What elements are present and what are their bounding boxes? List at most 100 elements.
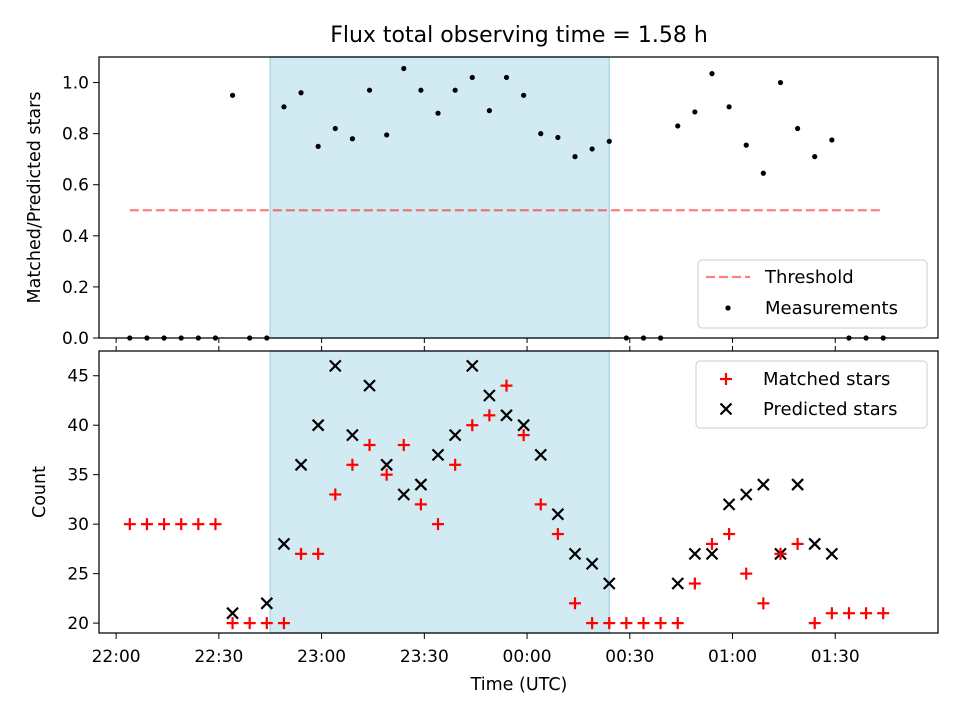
count-x-tick-label: 01:00 bbox=[708, 647, 757, 667]
measurement-point bbox=[229, 92, 236, 98]
measurement-point bbox=[777, 79, 784, 86]
measurement-point bbox=[315, 143, 321, 150]
measurement-point bbox=[675, 123, 681, 129]
matched-star-point bbox=[551, 528, 564, 541]
matched-star-point bbox=[671, 617, 684, 630]
ratio-y-tick-label: 0.0 bbox=[62, 329, 89, 349]
predicted-star-point bbox=[517, 418, 530, 432]
matched-star-point bbox=[414, 498, 427, 511]
predicted-star-point bbox=[448, 428, 462, 442]
count-x-tick-label: 22:30 bbox=[194, 647, 243, 667]
ratio-legend-box bbox=[697, 259, 928, 329]
predicted-star-point bbox=[568, 547, 582, 561]
count-y-tick-label: 25 bbox=[67, 565, 89, 585]
predicted-star-point bbox=[739, 488, 753, 501]
count-x-tick-label: 00:00 bbox=[503, 647, 552, 667]
measurement-point bbox=[812, 154, 818, 160]
x-axis-label: Time (UTC) bbox=[470, 675, 568, 695]
measurement-point bbox=[521, 92, 527, 98]
measurement-point bbox=[332, 125, 338, 132]
count-y-tick-label: 20 bbox=[67, 614, 89, 634]
matched-star-point bbox=[825, 607, 838, 620]
measurement-point bbox=[384, 132, 390, 138]
measurement-point bbox=[349, 136, 356, 142]
matched-star-point bbox=[603, 617, 616, 630]
measurement-point bbox=[589, 146, 595, 152]
legend-predicted-marker bbox=[719, 402, 733, 416]
measurement-point bbox=[726, 104, 732, 110]
ratio-y-tick-label: 0.2 bbox=[62, 278, 89, 298]
matched-star-point bbox=[380, 468, 393, 481]
count-y-tick-label: 30 bbox=[67, 515, 89, 535]
legend-predicted-swatch bbox=[719, 402, 733, 416]
matched-star-point bbox=[586, 617, 599, 630]
predicted-star-point bbox=[551, 507, 565, 521]
measurement-point bbox=[572, 154, 578, 160]
count-x-tick-label: 01:30 bbox=[811, 647, 860, 667]
count-observing-window bbox=[269, 350, 610, 634]
predicted-star-point bbox=[705, 547, 719, 561]
measurement-point bbox=[538, 131, 544, 137]
predicted-star-point bbox=[825, 547, 839, 561]
matched-star-point bbox=[774, 547, 787, 560]
predicted-star-point bbox=[277, 537, 291, 551]
ratio-legend: Threshold Measurements bbox=[697, 259, 928, 329]
count-x-tick-label: 23:00 bbox=[297, 647, 346, 667]
predicted-star-point bbox=[757, 478, 770, 491]
measurement-point bbox=[760, 170, 766, 176]
measurement-point bbox=[418, 87, 424, 93]
matched-star-point bbox=[466, 419, 479, 432]
predicted-star-point bbox=[808, 537, 821, 551]
legend-measurements-swatch bbox=[725, 305, 731, 311]
ratio-y-tick-label: 1.0 bbox=[62, 74, 89, 94]
count-y-tick-label: 40 bbox=[67, 416, 89, 436]
matched-star-point bbox=[295, 547, 308, 560]
matched-star-point bbox=[226, 617, 239, 630]
matched-star-point bbox=[534, 498, 547, 511]
matched-star-point bbox=[757, 597, 770, 610]
measurement-point bbox=[692, 109, 698, 115]
count-panel-frame bbox=[98, 350, 939, 634]
matched-star-point bbox=[860, 607, 873, 620]
matched-star-point bbox=[500, 379, 513, 392]
measurement-point bbox=[298, 90, 304, 96]
matched-star-point bbox=[397, 439, 410, 451]
matched-star-point bbox=[688, 577, 701, 590]
measurement-point bbox=[743, 142, 749, 148]
predicted-star-point bbox=[226, 606, 239, 620]
predicted-star-point bbox=[363, 379, 376, 392]
matched-star-point bbox=[877, 607, 890, 620]
predicted-star-point bbox=[414, 478, 428, 491]
predicted-star-point bbox=[671, 577, 685, 590]
count-legend: Matched stars Predicted stars bbox=[695, 360, 928, 429]
ratio-y-tick-label: 0.6 bbox=[62, 176, 89, 196]
predicted-star-point bbox=[688, 547, 702, 561]
ratio-y-tick-label: 0.4 bbox=[62, 227, 89, 247]
matched-star-point bbox=[192, 518, 205, 531]
matched-star-point bbox=[363, 439, 376, 451]
count-legend-box bbox=[695, 360, 928, 429]
measurement-point bbox=[486, 108, 492, 114]
matched-star-point bbox=[740, 567, 753, 580]
predicted-star-point bbox=[602, 577, 616, 590]
legend-matched-label: Matched stars bbox=[763, 369, 890, 390]
matched-star-point bbox=[312, 547, 325, 560]
matched-star-point bbox=[449, 458, 462, 471]
matched-star-point bbox=[637, 617, 650, 630]
matched-star-point bbox=[243, 617, 256, 630]
predicted-star-point bbox=[346, 428, 359, 442]
count-y-tick-label: 35 bbox=[67, 466, 89, 486]
legend-measurements-label: Measurements bbox=[765, 298, 898, 319]
legend-threshold-label: Threshold bbox=[764, 267, 854, 288]
predicted-star-point bbox=[585, 557, 599, 571]
matched-star-point bbox=[277, 617, 290, 630]
predicted-star-point bbox=[294, 458, 308, 472]
predicted-star-point bbox=[722, 498, 736, 511]
count-y-axis-label: Count bbox=[30, 466, 50, 518]
matched-star-point bbox=[569, 597, 582, 610]
measurement-point bbox=[794, 125, 801, 132]
matched-star-point bbox=[808, 617, 821, 630]
measurement-point bbox=[281, 104, 287, 110]
measurement-point bbox=[829, 137, 835, 143]
